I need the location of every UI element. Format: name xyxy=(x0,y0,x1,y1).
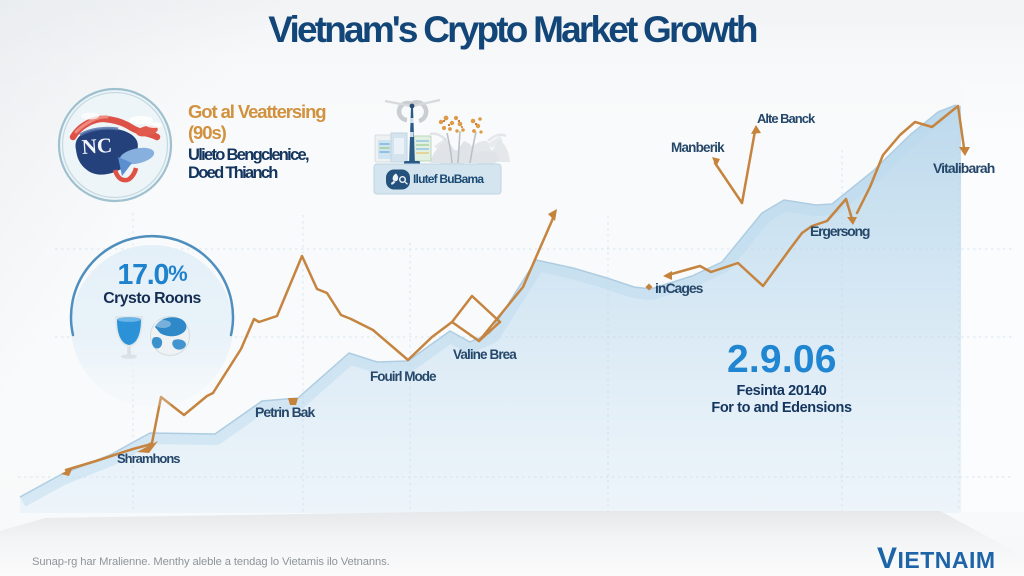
svg-text:NC: NC xyxy=(81,133,113,159)
